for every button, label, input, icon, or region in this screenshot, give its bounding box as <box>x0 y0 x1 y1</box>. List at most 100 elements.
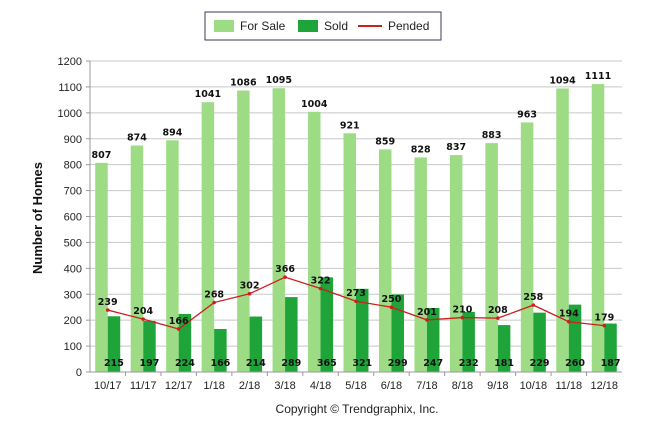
data-label-for-sale: 1041 <box>195 89 221 100</box>
y-tick-label: 200 <box>64 315 82 327</box>
pended-line <box>105 275 607 331</box>
x-tick-label: 12/18 <box>591 380 619 392</box>
data-label-sold: 260 <box>565 358 585 369</box>
y-tick-label: 400 <box>64 263 82 275</box>
y-tick-label: 1200 <box>58 56 82 68</box>
legend: For Sale Sold Pended <box>204 11 442 41</box>
data-label-sold: 187 <box>601 358 621 369</box>
x-tick-label: 11/18 <box>555 380 582 392</box>
pended-point <box>389 305 394 310</box>
data-label-for-sale: 1094 <box>549 75 576 86</box>
legend-label-pended: Pended <box>388 19 429 33</box>
data-label-sold: 181 <box>494 358 514 369</box>
y-tick-label: 1000 <box>58 108 82 120</box>
legend-swatch-sold <box>298 20 318 32</box>
legend-label-for-sale: For Sale <box>240 19 286 33</box>
pended-point <box>496 316 500 320</box>
x-tick-label: 8/18 <box>452 380 473 392</box>
y-tick-label: 0 <box>76 367 82 379</box>
data-label-sold: 229 <box>530 358 550 369</box>
data-label-for-sale: 894 <box>162 127 182 138</box>
data-label-pended: 166 <box>169 316 189 327</box>
x-tick-label: 5/18 <box>345 380 366 392</box>
data-label-sold: 289 <box>281 358 301 369</box>
data-label-sold: 166 <box>210 358 230 369</box>
bar-for-sale <box>308 111 321 373</box>
data-label-sold: 321 <box>352 358 372 369</box>
pended-point <box>212 300 216 305</box>
data-label-sold: 197 <box>140 358 160 369</box>
data-label-sold: 365 <box>317 358 337 369</box>
bars <box>95 84 617 373</box>
pended-point <box>105 308 110 312</box>
bar-for-sale <box>591 84 605 373</box>
y-tick-label: 500 <box>64 237 82 249</box>
bar-sold <box>107 316 121 372</box>
data-label-sold: 247 <box>423 358 443 369</box>
data-label-for-sale: 1111 <box>585 71 611 82</box>
data-label-sold: 215 <box>104 358 124 369</box>
y-axis-ticks: 0 100 200 300 400 500 600 700 800 900 1000 1100 1200 <box>58 56 90 379</box>
pended-point <box>425 318 429 322</box>
y-tick-label: 1100 <box>58 82 82 94</box>
data-label-pended: 366 <box>275 264 295 275</box>
x-tick-label: 2/18 <box>239 380 260 392</box>
y-tick-label: 900 <box>64 134 82 146</box>
y-axis-label: Number of Homes <box>30 162 45 274</box>
y-tick-label: 700 <box>64 186 82 198</box>
bar-for-sale <box>556 88 569 372</box>
bar-for-sale <box>201 102 215 373</box>
pended-point <box>247 291 252 296</box>
data-label-for-sale: 859 <box>375 136 395 147</box>
data-label-pended: 179 <box>594 313 614 324</box>
copyright: Copyright © Trendgraphix, Inc. <box>276 402 439 416</box>
x-tick-label: 3/18 <box>274 380 295 392</box>
data-label-sold: 232 <box>459 358 479 369</box>
data-label-for-sale: 883 <box>482 130 502 141</box>
bar-for-sale <box>130 145 144 372</box>
data-label-pended: 210 <box>452 305 472 316</box>
data-label-for-sale: 828 <box>411 144 431 155</box>
x-tick-label: 9/18 <box>487 380 508 392</box>
bar-for-sale <box>449 155 463 372</box>
data-labels: 807 215 874 197 894 224 1041 166 1086 214 1095 289 1… <box>92 71 621 369</box>
data-label-pended: 201 <box>417 307 437 318</box>
data-label-for-sale: 837 <box>446 142 466 153</box>
data-label-for-sale: 874 <box>127 132 147 143</box>
pended-point <box>141 317 145 321</box>
x-axis-ticks: 10/17 11/17 12/17 1/18 2/18 3/18 4/18 5/18 6/18 7… <box>94 372 618 392</box>
bar-sold <box>249 316 263 372</box>
bar-sold <box>462 311 475 372</box>
bar-sold <box>391 294 404 372</box>
x-tick-label: 12/17 <box>165 380 193 392</box>
data-label-for-sale: 963 <box>517 109 537 120</box>
pended-point <box>354 299 358 304</box>
x-tick-label: 7/18 <box>416 380 437 392</box>
bar-for-sale <box>95 162 108 372</box>
bar-for-sale <box>414 157 427 372</box>
pended-point <box>176 327 181 331</box>
bar-sold <box>178 313 192 372</box>
bar-sold <box>533 312 546 372</box>
data-label-for-sale: 1095 <box>266 75 292 86</box>
data-label-pended: 239 <box>98 297 118 308</box>
data-label-for-sale: 1086 <box>230 78 257 89</box>
y-tick-label: 800 <box>64 160 82 172</box>
data-label-for-sale: 1004 <box>301 99 328 110</box>
bar-sold <box>143 320 156 372</box>
pended-point <box>602 323 607 328</box>
data-label-pended: 208 <box>488 305 508 316</box>
y-tick-label: 100 <box>64 341 82 353</box>
data-label-for-sale: 921 <box>340 120 360 131</box>
bar-sold <box>497 325 511 372</box>
data-label-pended: 273 <box>346 288 366 299</box>
pended-point <box>567 319 571 324</box>
bar-for-sale <box>272 88 286 373</box>
data-label-pended: 302 <box>240 281 260 292</box>
data-label-pended: 258 <box>523 292 543 303</box>
y-tick-label: 600 <box>64 212 82 224</box>
bar-for-sale <box>485 143 498 372</box>
legend-label-sold: Sold <box>324 19 348 33</box>
bar-sold <box>356 288 369 372</box>
